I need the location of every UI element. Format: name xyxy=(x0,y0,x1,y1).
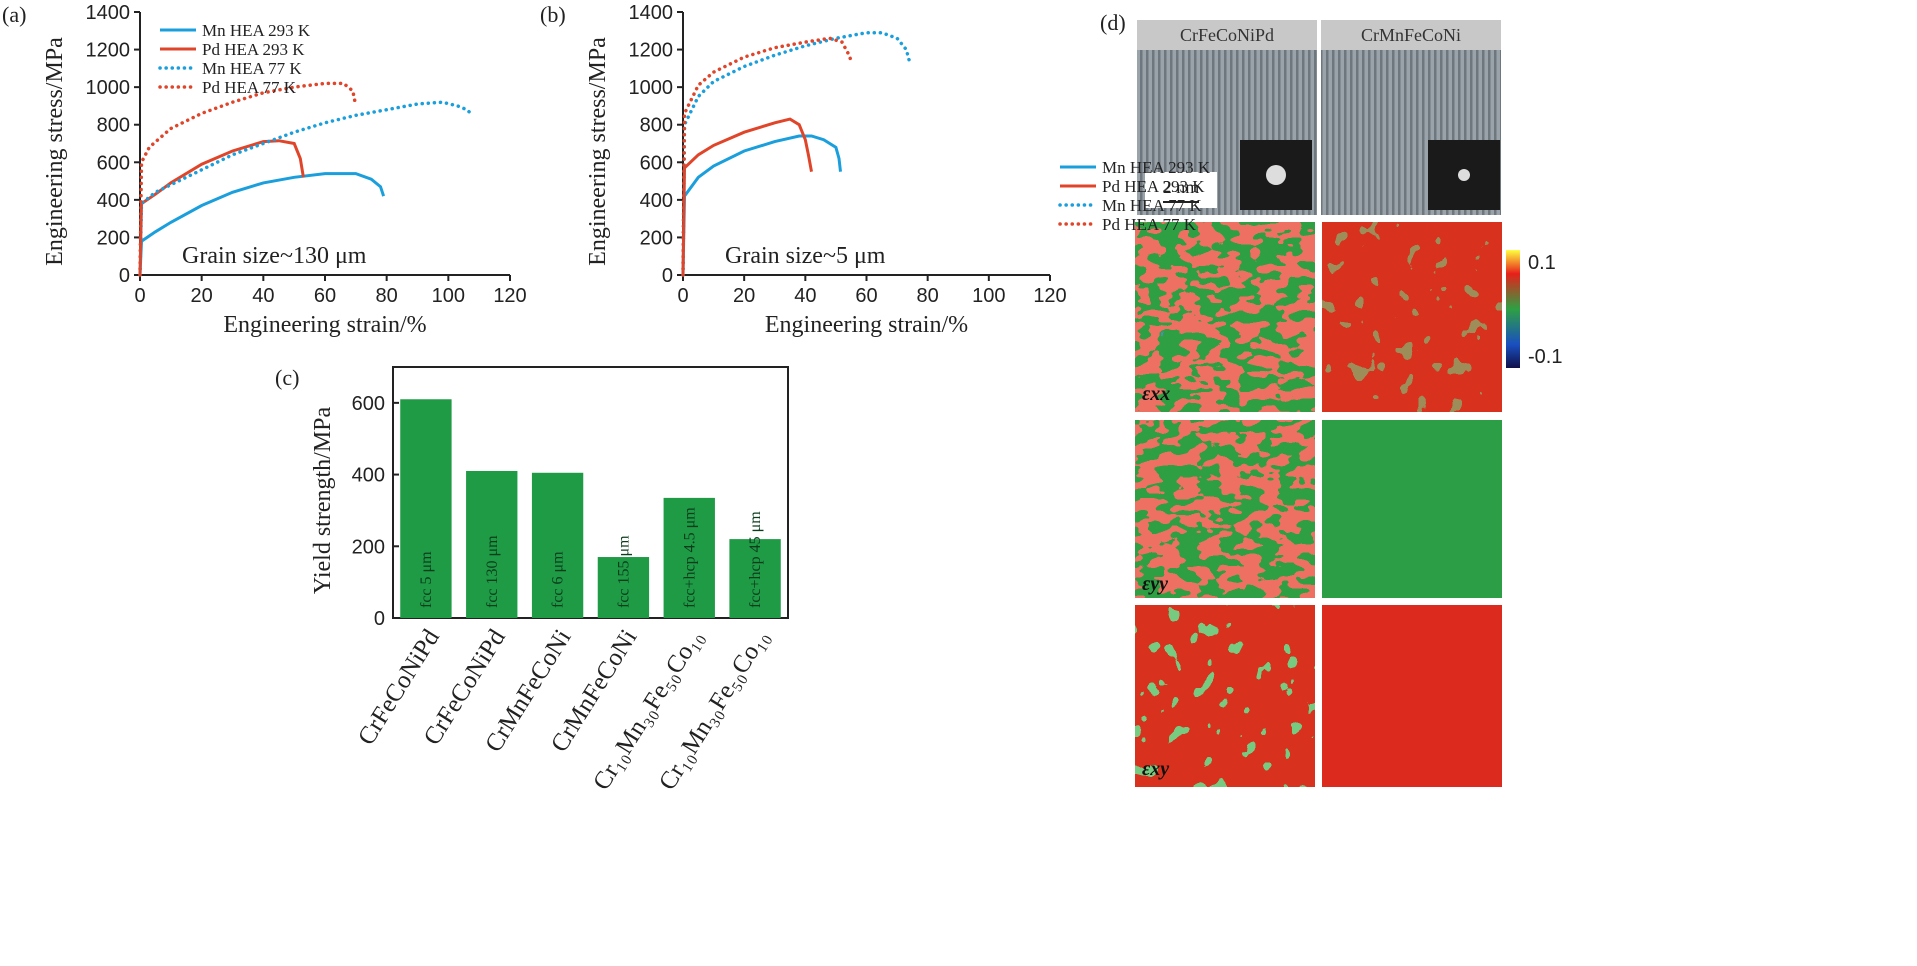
x-axis-label: Engineering strain/% xyxy=(765,312,968,338)
x-tick-label: 80 xyxy=(376,285,398,307)
panel-label: (a) xyxy=(2,2,26,27)
legend-label: Pd HEA 293 K xyxy=(1102,177,1205,196)
row-label: εyy xyxy=(1142,573,1168,595)
series-line xyxy=(681,134,842,276)
x-tick-label: 20 xyxy=(191,285,213,307)
bar xyxy=(729,539,781,618)
y-tick-label: 0 xyxy=(119,265,130,287)
annotation: Grain size~130 μm xyxy=(182,243,367,269)
bar xyxy=(663,497,715,618)
y-tick-label: 400 xyxy=(352,465,385,487)
x-tick-label: 40 xyxy=(794,285,816,307)
bar xyxy=(597,557,650,618)
y-axis-label: Yield strength/MPa xyxy=(310,406,336,594)
y-axis-label: Engineering stress/MPa xyxy=(585,37,611,266)
series-line xyxy=(681,36,853,277)
y-tick-label: 0 xyxy=(374,608,385,630)
column-header: CrMnFeCoNi xyxy=(1361,25,1461,45)
y-tick-label: 1200 xyxy=(629,40,674,62)
x-tick-label: 100 xyxy=(432,285,465,307)
y-tick-label: 600 xyxy=(352,393,385,415)
strain-map-texture xyxy=(1135,222,1315,412)
legend-label: Pd HEA 77 K xyxy=(202,78,297,97)
x-tick-label: 60 xyxy=(314,285,336,307)
column-header: CrFeCoNiPd xyxy=(1180,25,1274,45)
strain-map xyxy=(1322,605,1502,787)
bar-label: fcc+hcp 4.5 μm xyxy=(681,507,698,608)
series-line xyxy=(138,139,305,276)
y-tick-label: 1000 xyxy=(86,77,131,99)
y-tick-label: 800 xyxy=(640,115,673,137)
strain-map-texture xyxy=(1135,420,1315,598)
legend-label: Mn HEA 77 K xyxy=(1102,196,1202,215)
series-line xyxy=(138,100,475,277)
y-tick-label: 600 xyxy=(640,152,673,174)
x-tick-label: 0 xyxy=(134,285,145,307)
column-header-box xyxy=(1321,20,1501,50)
colorbar xyxy=(1506,250,1520,368)
panel-label: (c) xyxy=(275,365,299,390)
series-line xyxy=(681,117,813,276)
legend-label: Mn HEA 293 K xyxy=(1102,158,1211,177)
bar-label: fcc 5 μm xyxy=(418,551,435,608)
x-tick-label: 120 xyxy=(493,285,526,307)
colorbar-tick-label: -0.1 xyxy=(1528,346,1562,368)
y-tick-label: 800 xyxy=(97,115,130,137)
panel-label: (b) xyxy=(540,2,566,27)
y-tick-label: 400 xyxy=(640,190,673,212)
y-tick-label: 200 xyxy=(352,536,385,558)
row-label: εxx xyxy=(1142,383,1170,405)
x-tick-label: 60 xyxy=(855,285,877,307)
y-tick-label: 1200 xyxy=(86,40,131,62)
bar xyxy=(531,472,584,618)
series-line xyxy=(138,81,358,277)
colorbar-tick-label: 0.1 xyxy=(1528,252,1556,274)
panel-d: (d) CrFeCoNiPd CrMnFeCoNi 2 nm εxx εyy ε… xyxy=(1100,10,1562,787)
plot-frame xyxy=(392,366,789,619)
x-axis-label: Engineering strain/% xyxy=(223,312,426,338)
legend-label: Mn HEA 77 K xyxy=(202,59,302,78)
series-line xyxy=(138,172,386,276)
bar-label: fcc 6 μm xyxy=(550,551,567,608)
scale-bar-label: 2 nm xyxy=(1163,177,1200,197)
y-tick-label: 1400 xyxy=(86,2,131,24)
legend-label: Mn HEA 293 K xyxy=(202,21,311,40)
x-tick-label: 40 xyxy=(252,285,274,307)
x-tick-label: 0 xyxy=(677,285,688,307)
fft-spot xyxy=(1266,165,1286,185)
strain-map-texture xyxy=(1135,605,1315,787)
bar xyxy=(466,470,518,618)
y-axis-label: Engineering stress/MPa xyxy=(42,37,68,266)
strain-map-texture xyxy=(1322,222,1502,412)
x-tick-label: 80 xyxy=(917,285,939,307)
bar-label: fcc+hcp 45 μm xyxy=(747,511,764,608)
y-tick-label: 400 xyxy=(97,190,130,212)
y-tick-label: 1000 xyxy=(629,77,674,99)
y-tick-label: 600 xyxy=(97,152,130,174)
x-tick-label: 100 xyxy=(972,285,1005,307)
column-header-box xyxy=(1137,20,1317,50)
fft-spot xyxy=(1458,169,1470,181)
row-label: εxy xyxy=(1142,758,1169,780)
y-tick-label: 200 xyxy=(640,227,673,249)
strain-map xyxy=(1322,420,1502,598)
panel-label: (d) xyxy=(1100,10,1126,35)
x-tick-label: 120 xyxy=(1033,285,1066,307)
y-tick-label: 1400 xyxy=(629,2,674,24)
legend-label: Pd HEA 293 K xyxy=(202,40,305,59)
y-tick-label: 200 xyxy=(97,227,130,249)
legend-label: Pd HEA 77 K xyxy=(1102,215,1197,234)
bar xyxy=(400,399,452,618)
bar-label: fcc 130 μm xyxy=(484,535,501,608)
y-tick-label: 0 xyxy=(662,265,673,287)
annotation: Grain size~5 μm xyxy=(725,243,886,269)
series-line xyxy=(681,30,912,277)
x-tick-label: 20 xyxy=(733,285,755,307)
bar-label: fcc 155 μm xyxy=(615,535,632,608)
